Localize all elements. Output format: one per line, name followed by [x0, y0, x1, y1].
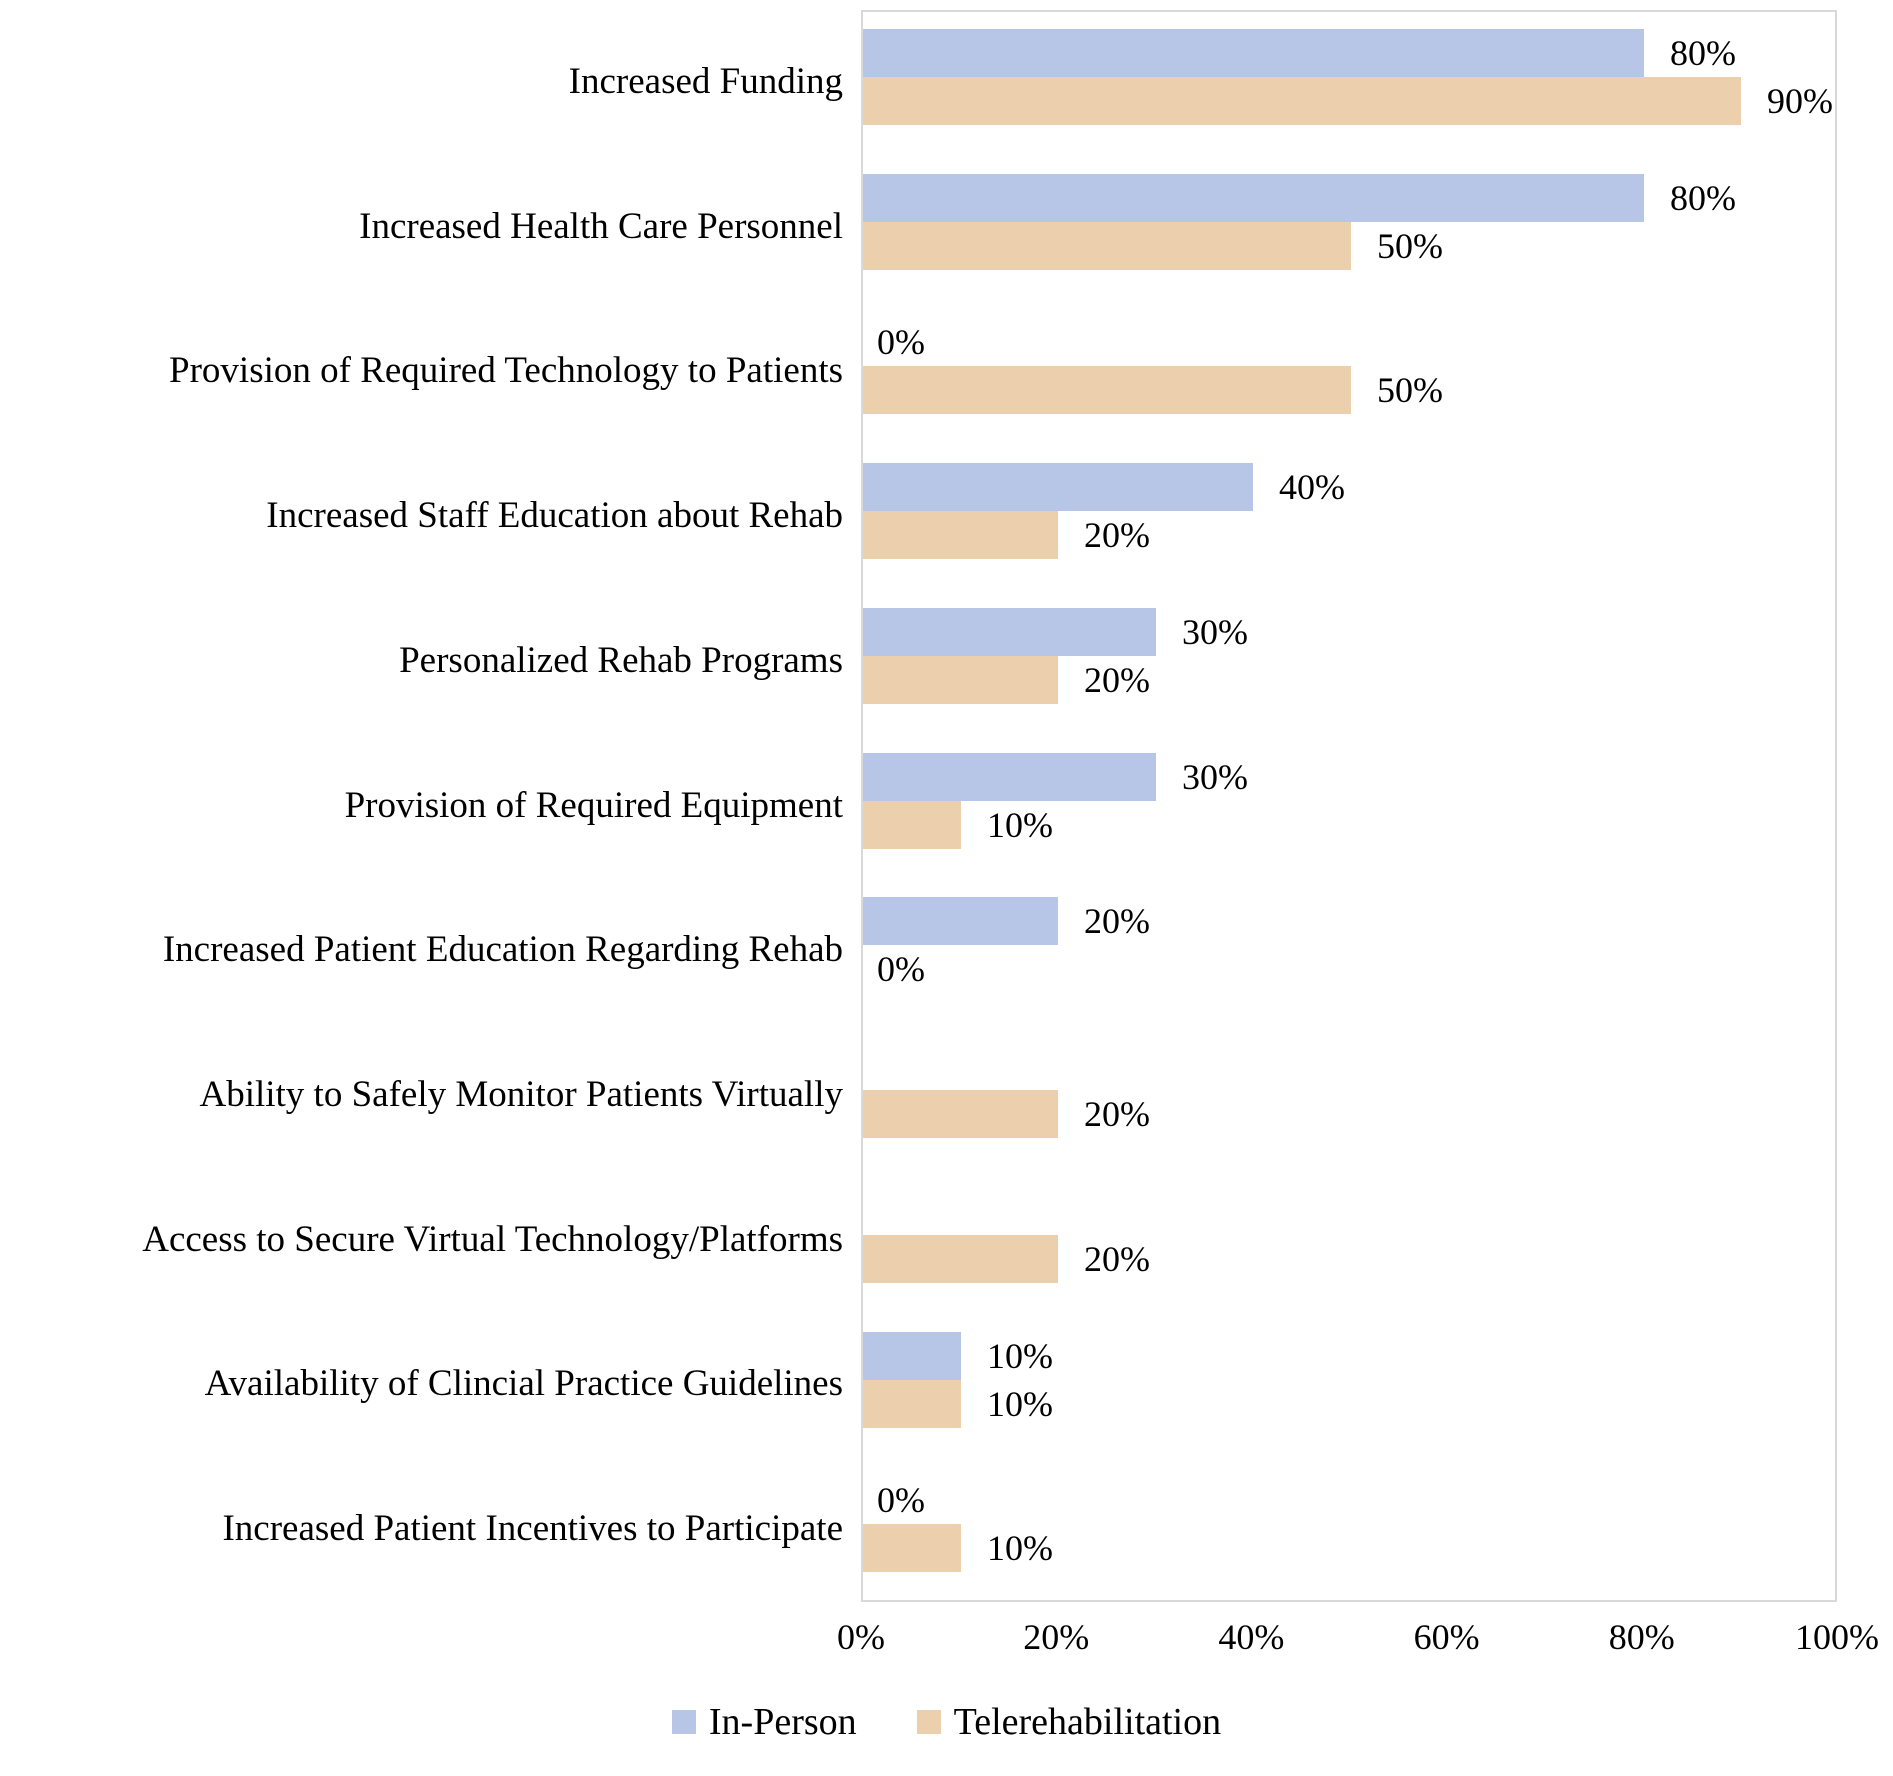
bar-in-person [863, 752, 1156, 801]
value-label: 40% [1279, 467, 1345, 508]
legend-item-telerehabilitation: Telerehabilitation [916, 1700, 1222, 1744]
category-label: Increased Health Care Personnel [0, 155, 857, 300]
category-label: Increased Patient Incentives to Particip… [0, 1457, 857, 1602]
category-label: Increased Staff Education about Rehab [0, 444, 857, 589]
legend-label: Telerehabilitation [953, 1701, 1222, 1743]
category-label-text: Access to Secure Virtual Technology/Plat… [142, 1218, 843, 1260]
bar-telerehabilitation [863, 655, 1058, 704]
category-label-text: Increased Patient Incentives to Particip… [222, 1508, 843, 1550]
category-label: Provision of Required Technology to Pati… [0, 299, 857, 444]
category-label-text: Provision of Required Technology to Pati… [169, 350, 843, 392]
x-tick-label: 100% [1795, 1617, 1879, 1657]
category-label: Provision of Required Equipment [0, 734, 857, 879]
category-label: Availability of Clincial Practice Guidel… [0, 1313, 857, 1458]
category-label-text: Personalized Rehab Programs [399, 639, 843, 681]
legend-swatch-icon [671, 1710, 696, 1734]
category-label-text: Increased Funding [568, 60, 843, 102]
value-label: 80% [1670, 177, 1736, 218]
bar-telerehabilitation [863, 366, 1351, 415]
bar-telerehabilitation [863, 77, 1741, 125]
value-label: 10% [987, 1528, 1053, 1569]
bar-telerehabilitation [863, 221, 1351, 270]
value-label: 20% [1084, 901, 1150, 942]
bar-telerehabilitation [863, 1234, 1058, 1283]
bar-telerehabilitation [863, 1524, 961, 1573]
category-label-text: Increased Health Care Personnel [359, 205, 843, 247]
x-tick-label: 40% [1218, 1617, 1285, 1657]
category-label: Ability to Safely Monitor Patients Virtu… [0, 1023, 857, 1168]
legend-label: In-Person [708, 1701, 857, 1743]
value-label: 20% [1084, 515, 1150, 556]
plot-area-border [861, 10, 1837, 1602]
x-tick-label: 60% [1413, 1617, 1480, 1657]
bar-telerehabilitation [863, 511, 1058, 560]
bar-in-person [863, 29, 1644, 77]
bar-telerehabilitation [863, 1090, 1058, 1139]
value-label: 90% [1767, 81, 1833, 121]
category-label: Increased Patient Education Regarding Re… [0, 878, 857, 1023]
value-label: 50% [1377, 370, 1443, 411]
bar-in-person [863, 1331, 961, 1380]
category-label-text: Availability of Clincial Practice Guidel… [204, 1363, 843, 1405]
category-label: Access to Secure Virtual Technology/Plat… [0, 1168, 857, 1313]
value-label: 10% [987, 804, 1053, 845]
category-label-text: Ability to Safely Monitor Patients Virtu… [199, 1074, 843, 1116]
value-label: 20% [1084, 659, 1150, 700]
value-label: 20% [1084, 1238, 1150, 1279]
category-label: Personalized Rehab Programs [0, 589, 857, 734]
value-label: 0% [877, 1480, 925, 1521]
x-tick-label: 20% [1023, 1617, 1090, 1657]
category-label-text: Increased Patient Education Regarding Re… [162, 929, 843, 971]
value-label: 30% [1182, 756, 1248, 797]
bar-in-person [863, 607, 1156, 656]
bar-in-person [863, 463, 1253, 512]
bar-telerehabilitation [863, 1379, 961, 1428]
value-label: 80% [1670, 33, 1736, 73]
value-label: 30% [1182, 611, 1248, 652]
bar-in-person [863, 173, 1644, 222]
value-label: 0% [877, 949, 925, 990]
value-label: 50% [1377, 225, 1443, 266]
legend-swatch-icon [916, 1710, 941, 1734]
value-label: 10% [987, 1335, 1053, 1376]
legend-item-in-person: In-Person [671, 1700, 857, 1744]
x-tick-label: 80% [1608, 1617, 1675, 1657]
bar-in-person [863, 897, 1058, 946]
x-tick-label: 0% [837, 1617, 885, 1657]
bar-telerehabilitation [863, 800, 961, 849]
value-label: 10% [987, 1383, 1053, 1424]
category-label: Increased Funding [0, 10, 857, 155]
category-label-text: Provision of Required Equipment [344, 784, 843, 826]
category-label-text: Increased Staff Education about Rehab [266, 495, 843, 537]
legend: In-Person Telerehabilitation [0, 1700, 1893, 1744]
value-label: 0% [877, 322, 925, 363]
value-label: 20% [1084, 1094, 1150, 1135]
